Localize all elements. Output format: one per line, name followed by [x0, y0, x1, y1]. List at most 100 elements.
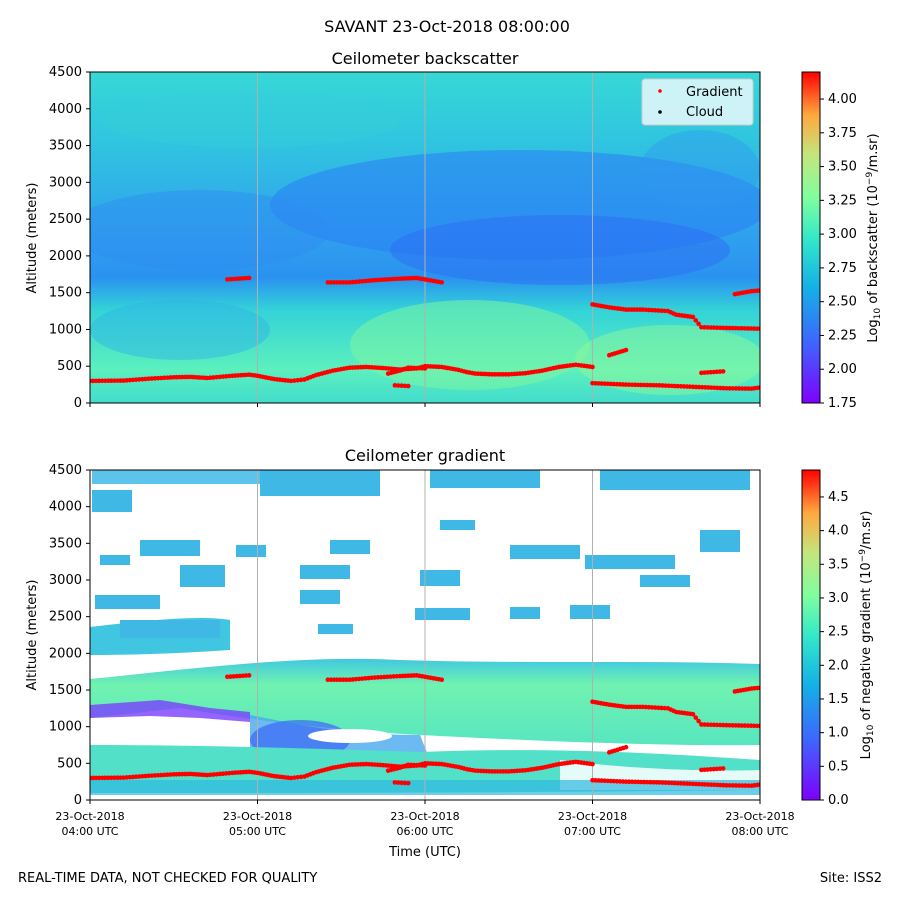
gradient-point: [295, 377, 301, 383]
gradient-colorbar-tick-label: 0.0: [828, 793, 849, 808]
gradient-point: [402, 383, 408, 389]
gradient-point: [690, 711, 696, 717]
gradient-xtick-date: 23-Oct-2018: [223, 810, 292, 823]
legend-box: [641, 78, 754, 126]
gradient-point: [298, 774, 304, 780]
gradient-colorbar-tick-label: 4.0: [828, 524, 849, 539]
gradient-point: [693, 715, 699, 720]
gradient-point: [623, 744, 629, 750]
gradient-point: [246, 673, 252, 678]
gradient-colorbar-tick-label: 3.5: [828, 557, 849, 572]
backscatter-colorbar-tick-label: 1.75: [828, 396, 857, 411]
gradient-point: [395, 780, 401, 785]
gradient-xtick-date: 23-Oct-2018: [55, 810, 124, 823]
gradient-xtick-date: 23-Oct-2018: [390, 810, 459, 823]
gradient-gradient-points: [90, 673, 760, 788]
backscatter-gridlines: [257, 72, 593, 403]
gradient-x-ticks: 23-Oct-2018 04:00 UTC 23-Oct-2018 05:00 UTC…: [55, 800, 795, 838]
backscatter-title: Ceilometer backscatter: [332, 49, 519, 68]
gradient-point: [288, 378, 294, 384]
backscatter-colorbar-tick-label: 3.50: [828, 160, 857, 175]
legend: Gradient Cloud: [641, 78, 754, 126]
backscatter-colorbar-tick-label: 3.75: [828, 126, 857, 141]
gradient-point: [757, 685, 760, 691]
gradient-ylabel: Altitude (meters): [25, 580, 40, 691]
backscatter-ytick-label: 2000: [49, 249, 82, 264]
gradient-colorbar-ticks: 4.5 4.0 3.5 3.0 2.5 2.0 1.5 1.0 0.5 0.0: [820, 490, 849, 808]
backscatter-gradient-points: [90, 275, 760, 391]
gradient-xtick-date: 23-Oct-2018: [725, 810, 794, 823]
gradient-ytick-label: 3500: [49, 536, 82, 551]
backscatter-ytick-label: 500: [57, 359, 82, 374]
legend-gradient-marker: [658, 89, 662, 93]
gradient-point: [392, 780, 398, 785]
gradient-point: [292, 775, 297, 780]
gradient-colorbar-tick-label: 1.0: [828, 726, 849, 741]
backscatter-colorbar-tick-label: 3.00: [828, 227, 857, 242]
legend-cloud-marker: [658, 110, 662, 114]
gradient-point: [298, 377, 304, 383]
gradient-point: [590, 364, 595, 370]
backscatter-ytick-label: 1000: [49, 322, 82, 337]
gradient-title: Ceilometer gradient: [345, 446, 505, 465]
gradient-point: [720, 369, 726, 374]
gradient-point: [422, 366, 428, 371]
gradient-colorbar-tick-label: 0.5: [828, 759, 849, 774]
site-label: Site: ISS2: [820, 871, 882, 886]
gradient-xtick-time: 07:00 UTC: [564, 825, 621, 838]
backscatter-colorbar-tick-label: 2.00: [828, 362, 857, 377]
gradient-point: [295, 774, 301, 780]
gradient-point: [590, 761, 595, 767]
gradient-colorbar-tick-label: 3.0: [828, 591, 849, 606]
gradient-ytick-label: 4000: [49, 500, 82, 515]
quality-disclaimer: REAL-TIME DATA, NOT CHECKED FOR QUALITY: [18, 871, 317, 886]
gradient-point: [405, 780, 411, 786]
gradient-colorbar-tick-label: 2.5: [828, 625, 849, 640]
legend-cloud-label: Cloud: [686, 105, 723, 120]
gradient-point: [422, 763, 428, 768]
gradient-colorbar-tick-label: 2.0: [828, 658, 849, 673]
gradient-point: [757, 288, 760, 293]
gradient-point: [757, 385, 760, 390]
backscatter-ytick-label: 4500: [49, 65, 82, 80]
gradient-point: [399, 383, 404, 389]
backscatter-colorbar-tick-label: 4.00: [828, 92, 857, 107]
gradient-colorbar-tick-label: 1.5: [828, 692, 849, 707]
gradient-panel: Ceilometer gradient: [25, 446, 876, 860]
gradient-point: [690, 314, 696, 320]
gradient-xtick-time: 08:00 UTC: [731, 825, 788, 838]
gradient-xtick-time: 06:00 UTC: [396, 825, 453, 838]
backscatter-ytick-label: 2500: [49, 212, 82, 227]
gradient-ytick-label: 500: [57, 756, 82, 771]
backscatter-ytick-label: 3000: [49, 175, 82, 190]
gradient-point: [405, 383, 411, 389]
gradient-ytick-label: 2000: [49, 646, 82, 661]
gradient-ytick-label: 1500: [49, 683, 82, 698]
backscatter-colorbar-tick-label: 3.25: [828, 193, 857, 208]
backscatter-ytick-label: 4000: [49, 102, 82, 117]
gradient-point: [402, 780, 408, 786]
backscatter-colorbar-tick-label: 2.25: [828, 328, 857, 343]
gradient-point: [395, 383, 401, 388]
gradient-point: [439, 677, 445, 683]
gradient-ytick-label: 0: [74, 793, 82, 808]
gradient-point: [757, 723, 760, 729]
gradient-point: [288, 775, 294, 781]
backscatter-x-ticks: [89, 403, 761, 407]
gradient-xlabel: Time (UTC): [388, 845, 461, 860]
gradient-colorbar-label: Log10 of negative gradient (10−9/m.sr): [858, 511, 876, 760]
gradient-point: [623, 347, 629, 353]
gradient-y-ticks: 0 500 1000 1500 2000 2500 3000 3500 4000 4500: [49, 463, 90, 808]
gradient-point: [757, 782, 760, 787]
gradient-ytick-label: 4500: [49, 463, 82, 478]
gradient-heatmap: [90, 470, 760, 800]
backscatter-heatmap: [90, 72, 760, 403]
gradient-xtick-time: 05:00 UTC: [229, 825, 286, 838]
backscatter-y-ticks: 0 500 1000 1500 2000 2500 3000 3500 4000 4500: [49, 65, 90, 411]
gradient-xtick-time: 04:00 UTC: [61, 825, 118, 838]
gradient-colorbar: [801, 469, 821, 801]
backscatter-panel: Ceilometer backscatter 0 500 1000 1500 2000 2…: [25, 49, 883, 411]
backscatter-colorbar-label: Log10 of backscatter (10−9/m.sr): [865, 133, 883, 342]
gradient-ytick-label: 2500: [49, 610, 82, 625]
